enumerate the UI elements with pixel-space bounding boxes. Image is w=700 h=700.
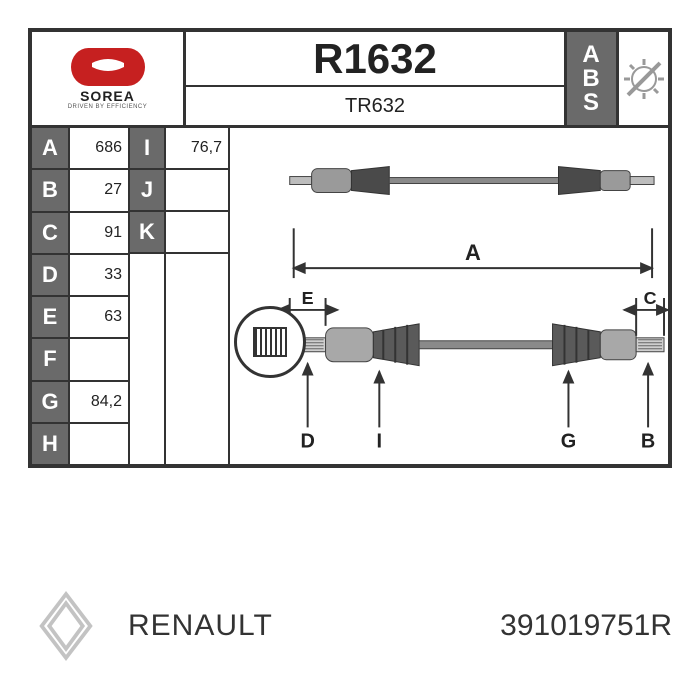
abs-letter: A bbox=[582, 43, 600, 67]
spec-col2-values: 76,7 bbox=[166, 128, 230, 464]
spec-value: 63 bbox=[70, 297, 130, 339]
spline-pattern bbox=[253, 327, 287, 357]
spec-col2-labels: I J K bbox=[130, 128, 166, 464]
dim-label-d: D bbox=[300, 430, 314, 452]
sorea-logo-text: SOREA bbox=[80, 88, 135, 104]
spec-value bbox=[70, 339, 130, 381]
spec-label: K bbox=[130, 212, 166, 254]
abs-letter: S bbox=[583, 91, 600, 115]
gear-icon bbox=[622, 57, 666, 101]
spec-label: F bbox=[32, 339, 70, 381]
spec-value bbox=[70, 424, 130, 464]
spec-value: 33 bbox=[70, 255, 130, 297]
body-row: A B C D E F G H 686 27 91 33 63 84,2 I J… bbox=[32, 128, 668, 464]
spec-label: I bbox=[130, 128, 166, 170]
spec-card: SOREA DRIVEN BY EFFICIENCY R1632 TR632 A… bbox=[28, 28, 672, 468]
header-row: SOREA DRIVEN BY EFFICIENCY R1632 TR632 A… bbox=[32, 32, 668, 128]
spec-value bbox=[166, 170, 230, 212]
dim-label-a: A bbox=[465, 240, 481, 265]
footer-part-number: 391019751R bbox=[500, 609, 672, 643]
sorea-logo-icon bbox=[71, 48, 145, 86]
diagram-area: A bbox=[230, 128, 668, 464]
spec-label: A bbox=[32, 128, 70, 170]
axle-upper bbox=[290, 167, 654, 195]
sorea-logo-box: SOREA DRIVEN BY EFFICIENCY bbox=[32, 32, 186, 125]
spec-value: 76,7 bbox=[166, 128, 230, 170]
spec-label: E bbox=[32, 297, 70, 339]
spec-label: J bbox=[130, 170, 166, 212]
dim-label-g: G bbox=[561, 430, 576, 452]
spec-col1-labels: A B C D E F G H bbox=[32, 128, 70, 464]
sorea-tagline: DRIVEN BY EFFICIENCY bbox=[68, 104, 148, 110]
dim-label-i: I bbox=[377, 430, 383, 452]
spec-value: 686 bbox=[70, 128, 130, 170]
spec-value: 91 bbox=[70, 213, 130, 255]
spec-value: 27 bbox=[70, 170, 130, 212]
dim-label-c: C bbox=[644, 288, 657, 308]
abs-gear-box bbox=[616, 32, 668, 125]
axle-lower bbox=[290, 324, 664, 366]
spec-label: G bbox=[32, 382, 70, 424]
dim-label-e: E bbox=[302, 288, 314, 308]
footer-brand: RENAULT bbox=[128, 609, 273, 643]
spec-spacer bbox=[130, 254, 166, 464]
renault-logo-icon bbox=[28, 588, 104, 664]
part-title-box: R1632 TR632 bbox=[186, 32, 564, 125]
spec-label: B bbox=[32, 170, 70, 212]
spec-label: C bbox=[32, 213, 70, 255]
abs-letter: B bbox=[582, 67, 600, 91]
dim-label-b: B bbox=[641, 430, 655, 452]
spec-spacer bbox=[166, 254, 230, 464]
spec-label: H bbox=[32, 424, 70, 464]
spec-value: 84,2 bbox=[70, 382, 130, 424]
spec-col1-values: 686 27 91 33 63 84,2 bbox=[70, 128, 130, 464]
spec-value bbox=[166, 212, 230, 254]
part-main-code: R1632 bbox=[186, 32, 564, 87]
spec-label: D bbox=[32, 255, 70, 297]
part-sub-code: TR632 bbox=[186, 87, 564, 125]
footer-row: RENAULT 391019751R bbox=[28, 588, 672, 664]
spline-cross-section-icon bbox=[234, 306, 306, 378]
abs-label-box: A B S bbox=[564, 32, 616, 125]
axle-diagram: A bbox=[230, 128, 668, 464]
